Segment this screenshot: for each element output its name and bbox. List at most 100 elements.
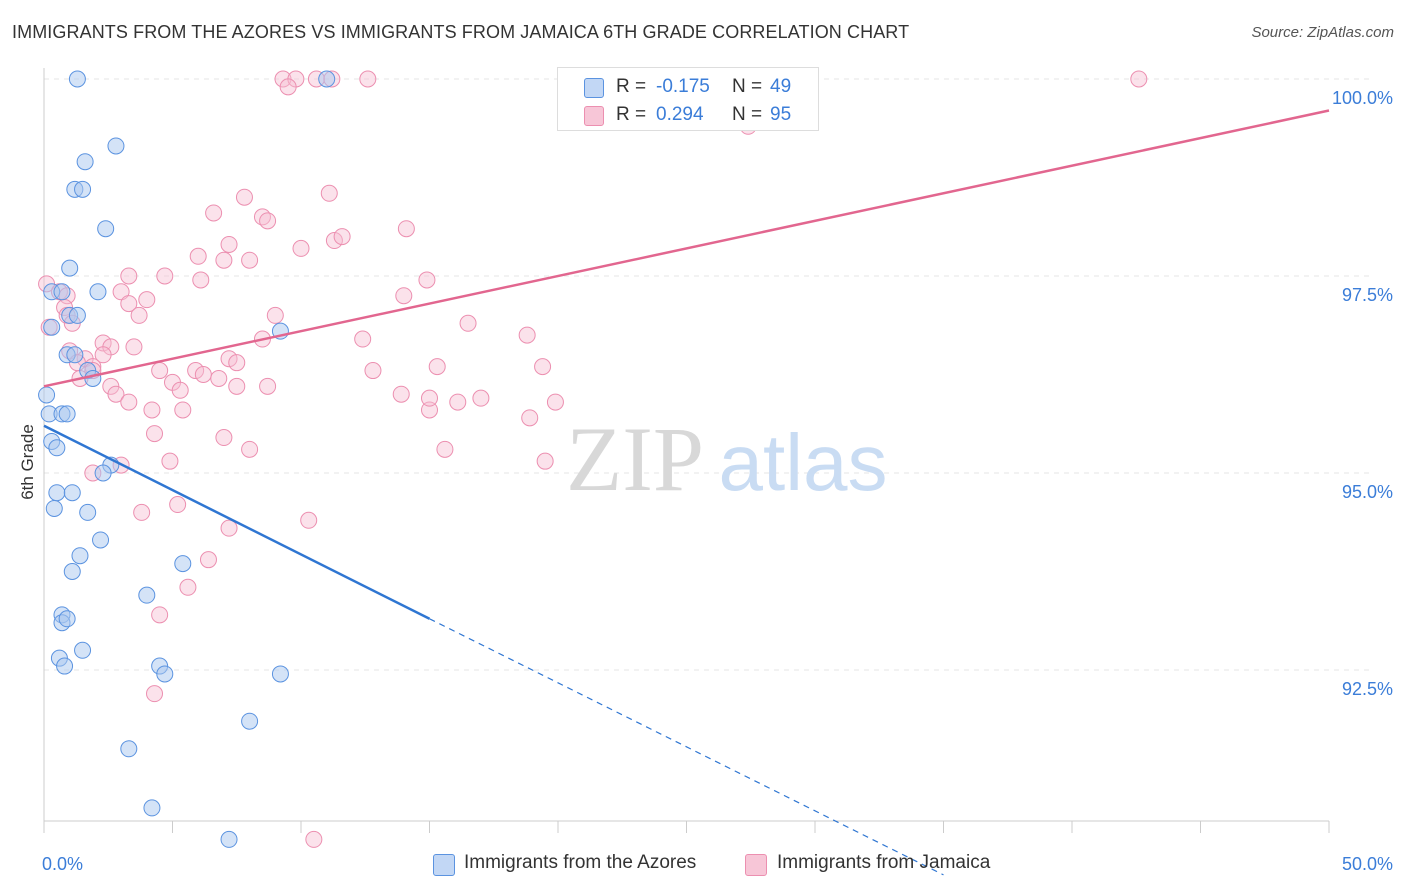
data-point-jamaica (120, 267, 138, 285)
data-point-jamaica (395, 287, 413, 305)
bottom-legend-azores: Immigrants from the Azores (464, 852, 697, 873)
legend-n-label: N = (732, 76, 763, 97)
data-point-jamaica (266, 306, 284, 324)
trend-line-jamaica (43, 109, 1330, 388)
data-point-jamaica (171, 381, 189, 399)
data-point-azores (71, 547, 89, 565)
trend-line-azores-extension (429, 618, 944, 876)
data-point-azores (74, 641, 92, 659)
data-point-jamaica (325, 232, 343, 250)
data-point-jamaica (112, 283, 130, 301)
data-point-azores (48, 484, 66, 502)
data-point-jamaica (421, 389, 438, 407)
data-point-azores (220, 830, 238, 848)
y-tick-label: 92.5% (1342, 679, 1393, 699)
data-point-azores (74, 180, 92, 198)
data-point-azores (120, 740, 138, 758)
data-point-jamaica (320, 184, 338, 202)
bottom-legend-jamaica: Immigrants from Jamaica (777, 852, 991, 873)
data-point-jamaica (192, 271, 210, 289)
legend-row-jamaica: R = 0.294 N = 95 (558, 100, 818, 130)
data-point-jamaica (436, 440, 454, 458)
x-tick-label: 0.0% (42, 854, 83, 874)
data-point-jamaica (518, 326, 536, 344)
legend-r-value: -0.175 (656, 76, 710, 97)
data-point-azores (63, 563, 81, 580)
data-point-jamaica (364, 362, 382, 380)
data-point-jamaica (215, 429, 233, 447)
data-point-jamaica (392, 385, 410, 403)
chart-title: IMMIGRANTS FROM THE AZORES VS IMMIGRANTS… (12, 22, 910, 42)
data-point-azores (107, 137, 125, 155)
data-point-jamaica (546, 393, 564, 411)
data-point-jamaica (421, 401, 438, 419)
watermark-atlas: atlas (719, 418, 888, 507)
data-point-jamaica (151, 362, 169, 380)
data-point-jamaica (259, 377, 277, 395)
data-point-jamaica (156, 267, 174, 285)
source-label: Source: ZipAtlas.com (1251, 24, 1394, 41)
data-point-azores (45, 499, 63, 517)
data-point-jamaica (292, 239, 310, 257)
watermark: ZIP atlas (566, 408, 887, 510)
bottom-legend-swatch-azores (433, 854, 455, 876)
data-point-jamaica (174, 401, 192, 419)
grid-lines (44, 78, 1369, 671)
data-point-jamaica (418, 271, 436, 289)
legend-swatch-azores (584, 78, 604, 98)
data-point-jamaica (449, 393, 467, 411)
trend-lines (43, 109, 1330, 876)
data-point-azores (58, 405, 76, 423)
data-point-azores (68, 306, 86, 324)
data-point-jamaica (354, 330, 372, 348)
data-point-jamaica (220, 235, 238, 253)
data-point-jamaica (210, 369, 228, 387)
data-point-jamaica (536, 452, 554, 470)
data-point-jamaica (472, 389, 490, 407)
data-point-jamaica (143, 401, 161, 419)
data-point-azores (94, 464, 112, 482)
data-point-azores (76, 153, 94, 171)
data-point-jamaica (359, 70, 377, 88)
data-point-jamaica (459, 314, 477, 332)
data-point-jamaica (133, 503, 151, 521)
data-point-azores (68, 70, 86, 88)
data-point-jamaica (300, 511, 318, 529)
trend-line-azores (43, 424, 431, 620)
data-point-azores (156, 665, 174, 683)
bottom-legend-swatch-jamaica (745, 854, 767, 876)
data-point-jamaica (428, 358, 446, 376)
data-point-jamaica (333, 228, 351, 246)
data-point-jamaica (146, 685, 164, 703)
x-tick-label: 50.0% (1342, 854, 1393, 874)
legend-r-value: 0.294 (656, 104, 704, 125)
data-point-azores (56, 657, 74, 675)
data-point-azores (58, 610, 76, 628)
data-point-azores (63, 484, 81, 502)
watermark-zip: ZIP (566, 408, 704, 510)
data-point-azores (79, 503, 97, 521)
data-point-jamaica (151, 606, 169, 624)
data-point-azores (61, 259, 79, 277)
data-point-azores (97, 220, 115, 238)
data-point-jamaica (130, 306, 148, 324)
legend-n-label: N = (732, 104, 763, 125)
data-point-azores (92, 531, 110, 549)
data-point-jamaica (179, 578, 197, 596)
data-point-jamaica (189, 247, 207, 265)
legend-swatch-jamaica (584, 106, 604, 126)
data-point-jamaica (94, 334, 112, 352)
data-point-jamaica (521, 409, 539, 427)
correlation-legend: R = -0.175 N = 49 R = 0.294 N = 95 (557, 67, 819, 131)
data-point-jamaica (228, 354, 246, 372)
data-point-jamaica (94, 346, 112, 364)
data-point-azores (318, 70, 336, 88)
data-point-azores (84, 369, 102, 387)
data-point-jamaica (534, 358, 552, 376)
data-point-azores (43, 318, 61, 336)
data-point-azores (241, 712, 259, 730)
data-point-azores (66, 346, 84, 364)
data-point-jamaica (138, 291, 156, 309)
data-point-azores (38, 386, 56, 404)
data-point-jamaica (235, 188, 253, 206)
